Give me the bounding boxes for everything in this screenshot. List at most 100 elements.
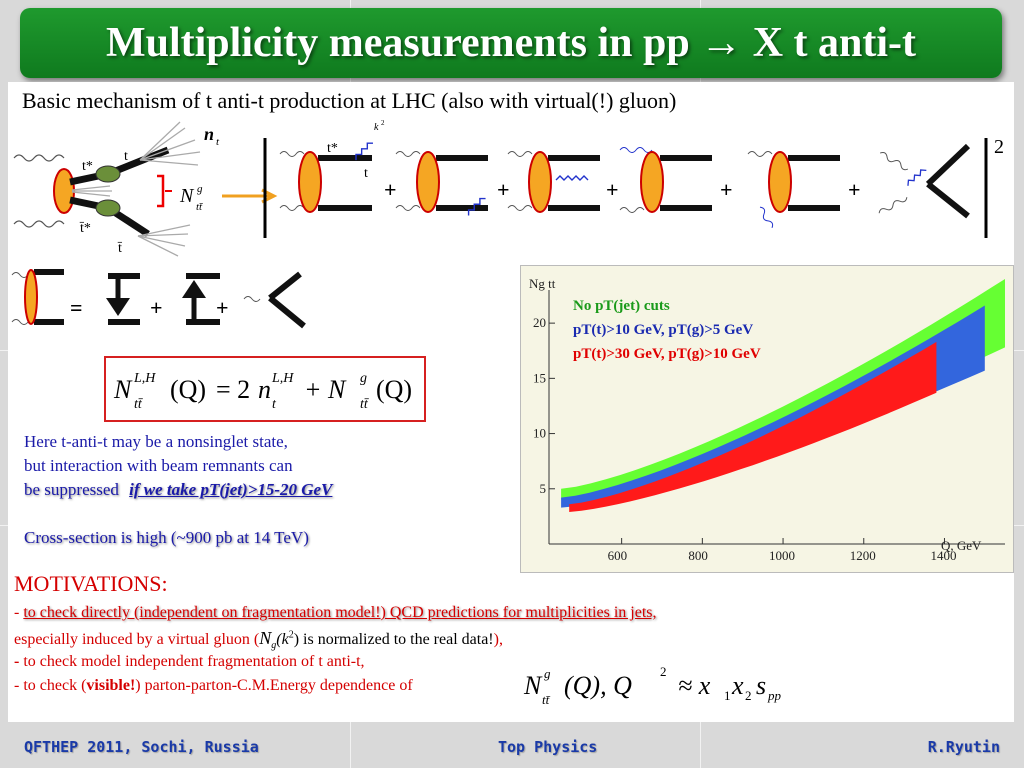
chart-x-tick-label: 1400 <box>930 548 956 563</box>
plus-4: + <box>720 177 733 202</box>
motivation-item-4-b: ) parton-parton-C.M.Energy dependence of <box>135 677 413 694</box>
eq-N: N <box>523 671 543 700</box>
legend-no-cuts: No pT(jet) cuts <box>573 298 670 314</box>
eq-approx: ≈ x <box>678 671 711 700</box>
motivation-item-2-a: especially induced by a virtual gluon ( <box>14 631 260 648</box>
plus-1: + <box>384 177 397 202</box>
diagram1-label-t: t <box>364 166 368 181</box>
plus-7: + <box>216 295 229 320</box>
motivation-item-2-sub: g <box>271 640 277 652</box>
diagram-1 <box>279 142 373 213</box>
eq-s: s <box>756 671 766 700</box>
production-sketch <box>13 121 278 257</box>
equals-sign: = <box>70 295 83 320</box>
plus-3: + <box>606 177 619 202</box>
formula-sup-g: g <box>360 371 367 386</box>
formula-Q1: (Q) <box>170 375 206 404</box>
chart-x-tick-label: 800 <box>688 548 708 563</box>
motivation-item-4-bold: visible! <box>86 677 136 694</box>
motivation-item-1-dash: - <box>14 604 24 621</box>
chart-xlabel: Q, GeV <box>941 538 982 553</box>
motivation-item-2-N: N <box>259 628 272 648</box>
formula-eq: = 2 <box>216 375 250 404</box>
legend-pt30: pT(t)>30 GeV, pT(g)>10 GeV <box>573 346 761 362</box>
footer: QFTHEP 2011, Sochi, Russia Top Physics R… <box>0 732 1024 764</box>
n-sub: t <box>216 136 220 148</box>
motivation-item-2-b: is normalized to the real data! <box>299 631 494 648</box>
eq-1: 1 <box>724 688 731 703</box>
motivations-heading: MOTIVATIONS: <box>14 571 168 596</box>
diagram-4 <box>619 147 712 213</box>
motivation-item-4-a: - to check ( <box>14 677 87 694</box>
label-t: t <box>124 149 128 164</box>
chart-x-tick-label: 1000 <box>769 548 795 563</box>
motivation-item-4: - to check (visible!) parton-parton-C.M.… <box>14 677 413 695</box>
motivation-item-2-close: ) <box>293 631 300 648</box>
square-exponent: 2 <box>994 136 1004 158</box>
N-symbol: N <box>179 185 195 207</box>
motivation-item-2-c: ), <box>493 631 503 648</box>
chart-y-tick-label: 10 <box>533 426 546 441</box>
N-sub: tt̄ <box>196 201 203 213</box>
note-line-3-emphasis: if we take pT(jet)>15-20 GeV <box>129 480 333 499</box>
formula-plus-N: + N <box>304 375 347 404</box>
formula-N: N <box>113 375 133 404</box>
label-t-star: t* <box>82 159 93 174</box>
chart-x-tick-label: 600 <box>608 548 628 563</box>
chart-title: Ng tt <box>529 276 556 291</box>
chart-y-tick-label: 15 <box>533 370 546 385</box>
motivation-item-1: - to check directly (independent on frag… <box>14 604 657 622</box>
motivation-item-2-exp: 2 <box>288 629 294 641</box>
eq-sub: tt̄ <box>542 692 551 706</box>
plus-6: + <box>150 295 163 320</box>
label-tbar-star: t̄* <box>79 221 91 236</box>
motivation-item-3: - to check model independent fragmentati… <box>14 653 365 671</box>
eq-pp: pp <box>767 688 782 703</box>
formula-sub-tt2: tt̄ <box>360 397 369 412</box>
chart-x-tick-label: 1200 <box>850 548 876 563</box>
motivation-item-3-dash: - <box>14 653 20 670</box>
k2-label: k <box>374 122 379 133</box>
note-line-3: be suppressed if we take pT(jet)>15-20 G… <box>24 480 332 500</box>
note-line-1: Here t-anti-t may be a nonsinglet state, <box>24 432 288 451</box>
formula-svg: N L,H tt̄ (Q) = 2 n L,H t + N g tt̄ (Q) <box>113 371 412 412</box>
motivation-item-2-k: (k <box>276 631 289 648</box>
subtitle: Basic mechanism of t anti-t production a… <box>22 88 677 113</box>
feynman-diagrams: t* t t̄* t̄ n t N g tt̄ 2 t* t k 2 + + <box>11 119 1004 329</box>
N-sup: g <box>197 183 203 195</box>
motivation-item-1-text: to check directly (independent on fragme… <box>23 604 657 621</box>
formula-sup-LH: L,H <box>133 371 156 386</box>
eq-sup: g <box>544 666 551 681</box>
formula-n: n <box>258 375 271 404</box>
diagram1-label-t-star: t* <box>327 141 338 156</box>
slide-title: Multiplicity measurements in pp → X t an… <box>105 20 917 66</box>
chart-y-tick-label: 5 <box>540 481 547 496</box>
formula-sub-tt: tt̄ <box>134 397 143 412</box>
energy-dependence-formula: N g tt̄ (Q), Q 2 ≈ x 1 x 2 s pp <box>523 664 782 706</box>
eq-Q: (Q), Q <box>564 671 632 700</box>
legend-pt10: pT(t)>10 GeV, pT(g)>5 GeV <box>573 322 754 338</box>
diagram-5 <box>747 151 840 229</box>
title-bar: Multiplicity measurements in pp → X t an… <box>20 8 1002 78</box>
footer-conference: QFTHEP 2011, Sochi, Russia <box>24 738 259 756</box>
diagram-3 <box>507 151 600 213</box>
formula-n-sub: t <box>272 397 277 412</box>
eq-x2: x <box>731 671 744 700</box>
motivation-item-2: especially induced by a virtual gluon (N… <box>14 628 503 651</box>
multiplicity-chart: 600 800 1000 1200 1400 5 10 15 20 Ng tt Q, GeV N… <box>520 265 1014 573</box>
formula-n-sup: L,H <box>271 371 294 386</box>
k2-exponent: 2 <box>381 119 385 127</box>
diagram-6 <box>878 143 971 219</box>
diagram-2 <box>395 151 488 216</box>
n-symbol: n <box>204 124 214 144</box>
note-line-3-prefix: be suppressed <box>24 480 119 499</box>
label-tbar: t̄ <box>117 241 123 256</box>
motivation-item-3-text: to check model independent fragmentation… <box>19 653 365 670</box>
formula-Q2: (Q) <box>376 375 412 404</box>
multiplicity-formula: N L,H tt̄ (Q) = 2 n L,H t + N g tt̄ (Q) <box>104 356 426 422</box>
chart-svg: 600 800 1000 1200 1400 5 10 15 20 Ng tt Q, GeV <box>529 276 1005 563</box>
eq-exp: 2 <box>660 664 667 679</box>
footer-topic: Top Physics <box>498 738 598 756</box>
note-line-2: but interaction with beam remnants can <box>24 456 293 475</box>
cross-section-note: Cross-section is high (~900 pb at 14 TeV… <box>24 528 309 547</box>
